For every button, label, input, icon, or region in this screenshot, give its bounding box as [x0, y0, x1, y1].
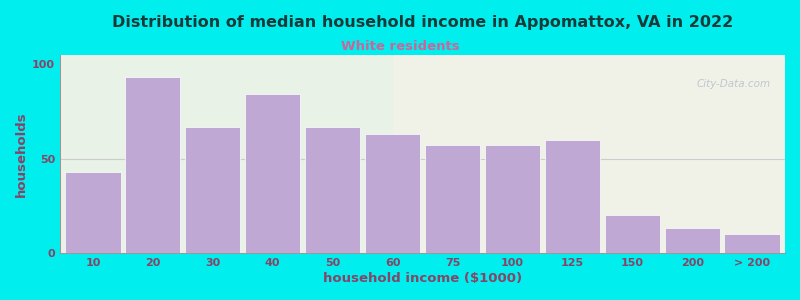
Bar: [725, 234, 780, 253]
Bar: [66, 172, 121, 253]
Bar: [186, 127, 240, 253]
Bar: [605, 215, 660, 253]
Bar: [425, 146, 480, 253]
Bar: [126, 77, 181, 253]
Title: Distribution of median household income in Appomattox, VA in 2022: Distribution of median household income …: [112, 15, 733, 30]
Y-axis label: households: households: [15, 111, 28, 197]
Bar: [545, 140, 600, 253]
Bar: [365, 134, 420, 253]
Bar: [63, 45, 393, 253]
Text: City-Data.com: City-Data.com: [696, 79, 770, 88]
Bar: [665, 228, 720, 253]
Bar: [485, 146, 540, 253]
X-axis label: household income ($1000): household income ($1000): [323, 272, 522, 285]
Bar: [305, 127, 360, 253]
Bar: [245, 94, 300, 253]
Text: White residents: White residents: [341, 40, 459, 53]
